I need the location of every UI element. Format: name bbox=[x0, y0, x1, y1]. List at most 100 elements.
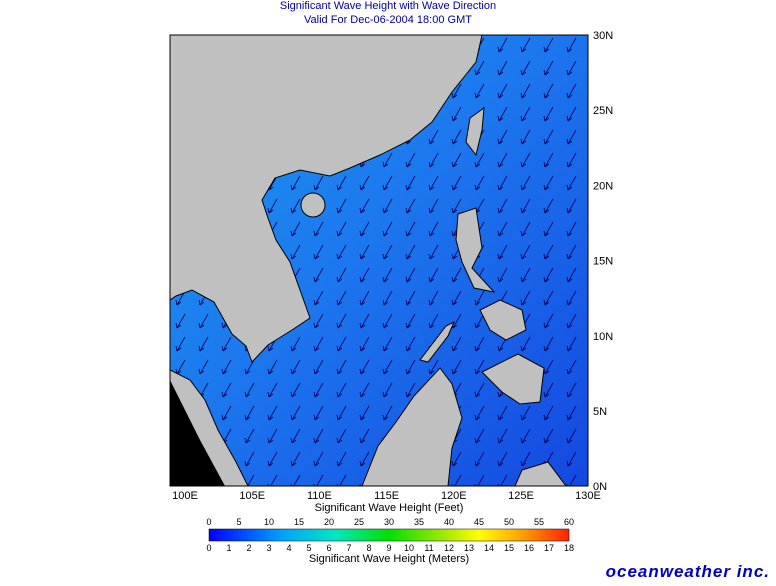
meter-tick: 15 bbox=[504, 543, 514, 553]
wave-arrow bbox=[520, 106, 531, 122]
sumatra bbox=[170, 380, 225, 486]
lon-label: 110E bbox=[307, 490, 332, 502]
lon-label: 105E bbox=[239, 490, 265, 502]
wave-arrow bbox=[221, 359, 232, 375]
colorbar-meters-label: Significant Wave Height (Meters) bbox=[309, 553, 469, 565]
wave-arrow bbox=[474, 336, 485, 352]
wave-arrow bbox=[474, 175, 485, 191]
wave-arrow bbox=[382, 198, 393, 214]
borneo bbox=[361, 367, 463, 486]
wave-arrow bbox=[359, 290, 370, 306]
wave-arrow bbox=[221, 336, 232, 352]
meter-tick: 17 bbox=[544, 543, 554, 553]
meter-tick: 2 bbox=[246, 543, 251, 553]
wave-arrow bbox=[198, 336, 209, 352]
wave-arrow bbox=[359, 313, 370, 329]
map-frame bbox=[169, 34, 589, 487]
wave-arrow bbox=[474, 290, 485, 306]
wave-arrow bbox=[405, 244, 416, 260]
feet-tick: 40 bbox=[444, 517, 454, 527]
sulawesi bbox=[514, 461, 567, 486]
wave-arrow bbox=[451, 290, 462, 306]
wave-arrow bbox=[497, 244, 508, 260]
wave-arrow bbox=[313, 221, 324, 237]
wave-arrow bbox=[267, 474, 278, 486]
wave-arrow bbox=[520, 152, 531, 168]
wave-arrow bbox=[290, 198, 301, 214]
meter-tick: 14 bbox=[484, 543, 494, 553]
wave-arrow bbox=[336, 290, 347, 306]
wave-arrow bbox=[359, 267, 370, 283]
wave-arrow bbox=[520, 290, 531, 306]
feet-tick: 10 bbox=[264, 517, 274, 527]
meter-tick: 3 bbox=[266, 543, 271, 553]
wave-arrow bbox=[543, 405, 554, 421]
lat-label: 5N bbox=[593, 406, 607, 418]
wave-arrow bbox=[405, 198, 416, 214]
feet-tick: 20 bbox=[324, 517, 334, 527]
wave-arrow bbox=[336, 382, 347, 398]
wave-arrow bbox=[474, 359, 485, 375]
wave-arrow bbox=[566, 290, 577, 306]
brand: oceanweather inc. bbox=[606, 562, 770, 581]
wave-arrow bbox=[428, 221, 439, 237]
wave-arrow bbox=[520, 336, 531, 352]
wave-arrow bbox=[359, 428, 370, 444]
title: Significant Wave Height with Wave Direct… bbox=[280, 0, 496, 12]
wave-arrow bbox=[543, 221, 554, 237]
wave-arrow bbox=[336, 428, 347, 444]
wave-arrow bbox=[497, 405, 508, 421]
lon-label: 115E bbox=[374, 490, 399, 502]
wave-arrow bbox=[313, 290, 324, 306]
wave-arrow bbox=[566, 267, 577, 283]
wave-arrow bbox=[290, 428, 301, 444]
wave-arrow bbox=[336, 336, 347, 352]
wave-arrow bbox=[313, 405, 324, 421]
wave-arrow bbox=[497, 451, 508, 467]
wave-arrow bbox=[474, 152, 485, 168]
colorbar bbox=[208, 528, 570, 542]
map bbox=[170, 35, 588, 486]
wave-arrow bbox=[566, 83, 577, 99]
wave-arrow bbox=[543, 290, 554, 306]
meter-tick: 6 bbox=[326, 543, 331, 553]
wave-arrow bbox=[497, 129, 508, 145]
wave-arrow bbox=[497, 428, 508, 444]
wave-arrow bbox=[267, 198, 278, 214]
wave-arrow bbox=[451, 336, 462, 352]
wave-arrow bbox=[336, 244, 347, 260]
wave-arrow bbox=[290, 221, 301, 237]
lat-label: 0N bbox=[593, 481, 607, 493]
wave-arrow bbox=[267, 405, 278, 421]
wave-arrow bbox=[405, 221, 416, 237]
wave-arrow bbox=[382, 359, 393, 375]
wave-arrow bbox=[336, 359, 347, 375]
wave-arrow bbox=[543, 83, 554, 99]
wave-arrow bbox=[382, 405, 393, 421]
wave-arrow bbox=[428, 267, 439, 283]
wave-arrow bbox=[313, 267, 324, 283]
wave-arrow bbox=[497, 106, 508, 122]
axis-labels: 100E 105E 110E 115E 120E 125E 130E 30N 25N 20N 15N… bbox=[172, 30, 613, 502]
wave-arrow bbox=[451, 106, 462, 122]
wave-arrow bbox=[543, 129, 554, 145]
wave-arrow bbox=[267, 382, 278, 398]
wave-arrow bbox=[359, 405, 370, 421]
wave-arrow bbox=[405, 267, 416, 283]
wave-arrow bbox=[290, 451, 301, 467]
wave-arrow bbox=[336, 451, 347, 467]
feet-tick: 35 bbox=[414, 517, 424, 527]
wave-arrow bbox=[428, 313, 439, 329]
luzon bbox=[455, 207, 496, 293]
wave-arrow bbox=[566, 405, 577, 421]
hainan bbox=[300, 192, 326, 218]
wave-arrow bbox=[543, 313, 554, 329]
wave-arrow bbox=[405, 336, 416, 352]
wave-arrow bbox=[451, 474, 462, 486]
feet-tick: 0 bbox=[206, 517, 211, 527]
wave-arrow bbox=[566, 221, 577, 237]
wave-arrow bbox=[474, 60, 485, 76]
wave-arrow bbox=[543, 60, 554, 76]
wave-arrow bbox=[543, 244, 554, 260]
wave-arrow bbox=[359, 451, 370, 467]
